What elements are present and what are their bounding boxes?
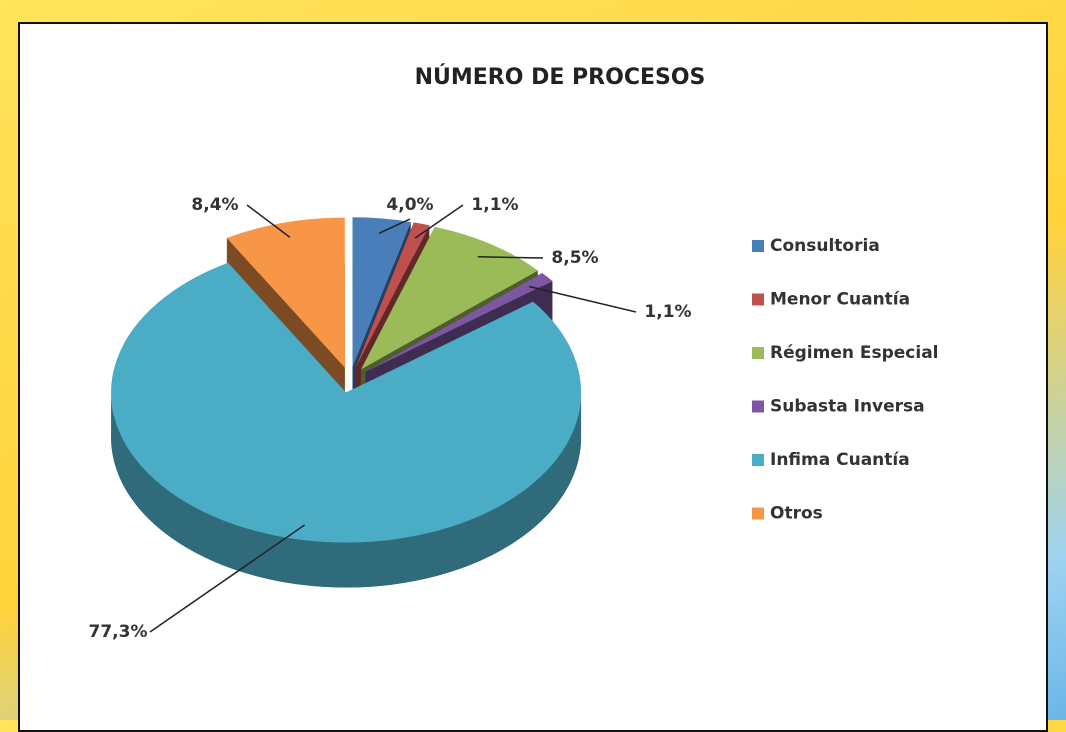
legend-swatch <box>752 293 764 306</box>
leader-line <box>477 256 544 259</box>
legend-label: Otros <box>770 504 823 524</box>
legend-swatch <box>752 400 764 413</box>
slice <box>365 273 553 372</box>
data-label: 4,0% <box>386 195 433 215</box>
legend-swatch <box>752 507 764 520</box>
data-label: 77,3% <box>89 622 148 642</box>
leader-line <box>149 524 306 633</box>
data-label: 1,1% <box>471 195 518 215</box>
slice <box>352 217 411 368</box>
leader-line <box>529 285 637 313</box>
data-label: 1,1% <box>644 302 691 322</box>
slice-band <box>111 392 582 588</box>
legend-label: Menor Cuantía <box>770 290 910 310</box>
leader-line <box>414 204 464 239</box>
data-label: 8,5% <box>551 248 598 268</box>
legend-swatch <box>752 240 764 252</box>
legend-swatch <box>752 347 764 359</box>
leader-line <box>246 204 291 238</box>
legend-swatch <box>752 454 764 466</box>
leader-line <box>378 218 411 235</box>
data-label: 8,4% <box>191 195 238 215</box>
legend-label: Consultoria <box>770 236 880 256</box>
legend-label: Subasta Inversa <box>770 397 925 417</box>
slice <box>226 217 345 368</box>
slice <box>111 262 582 543</box>
legend-label: Régimen Especial <box>770 343 939 363</box>
chart-title: NÚMERO DE PROCESOS <box>415 64 706 90</box>
legend-label: Infima Cuantía <box>770 450 910 470</box>
slice <box>361 226 538 370</box>
slice <box>355 222 430 368</box>
